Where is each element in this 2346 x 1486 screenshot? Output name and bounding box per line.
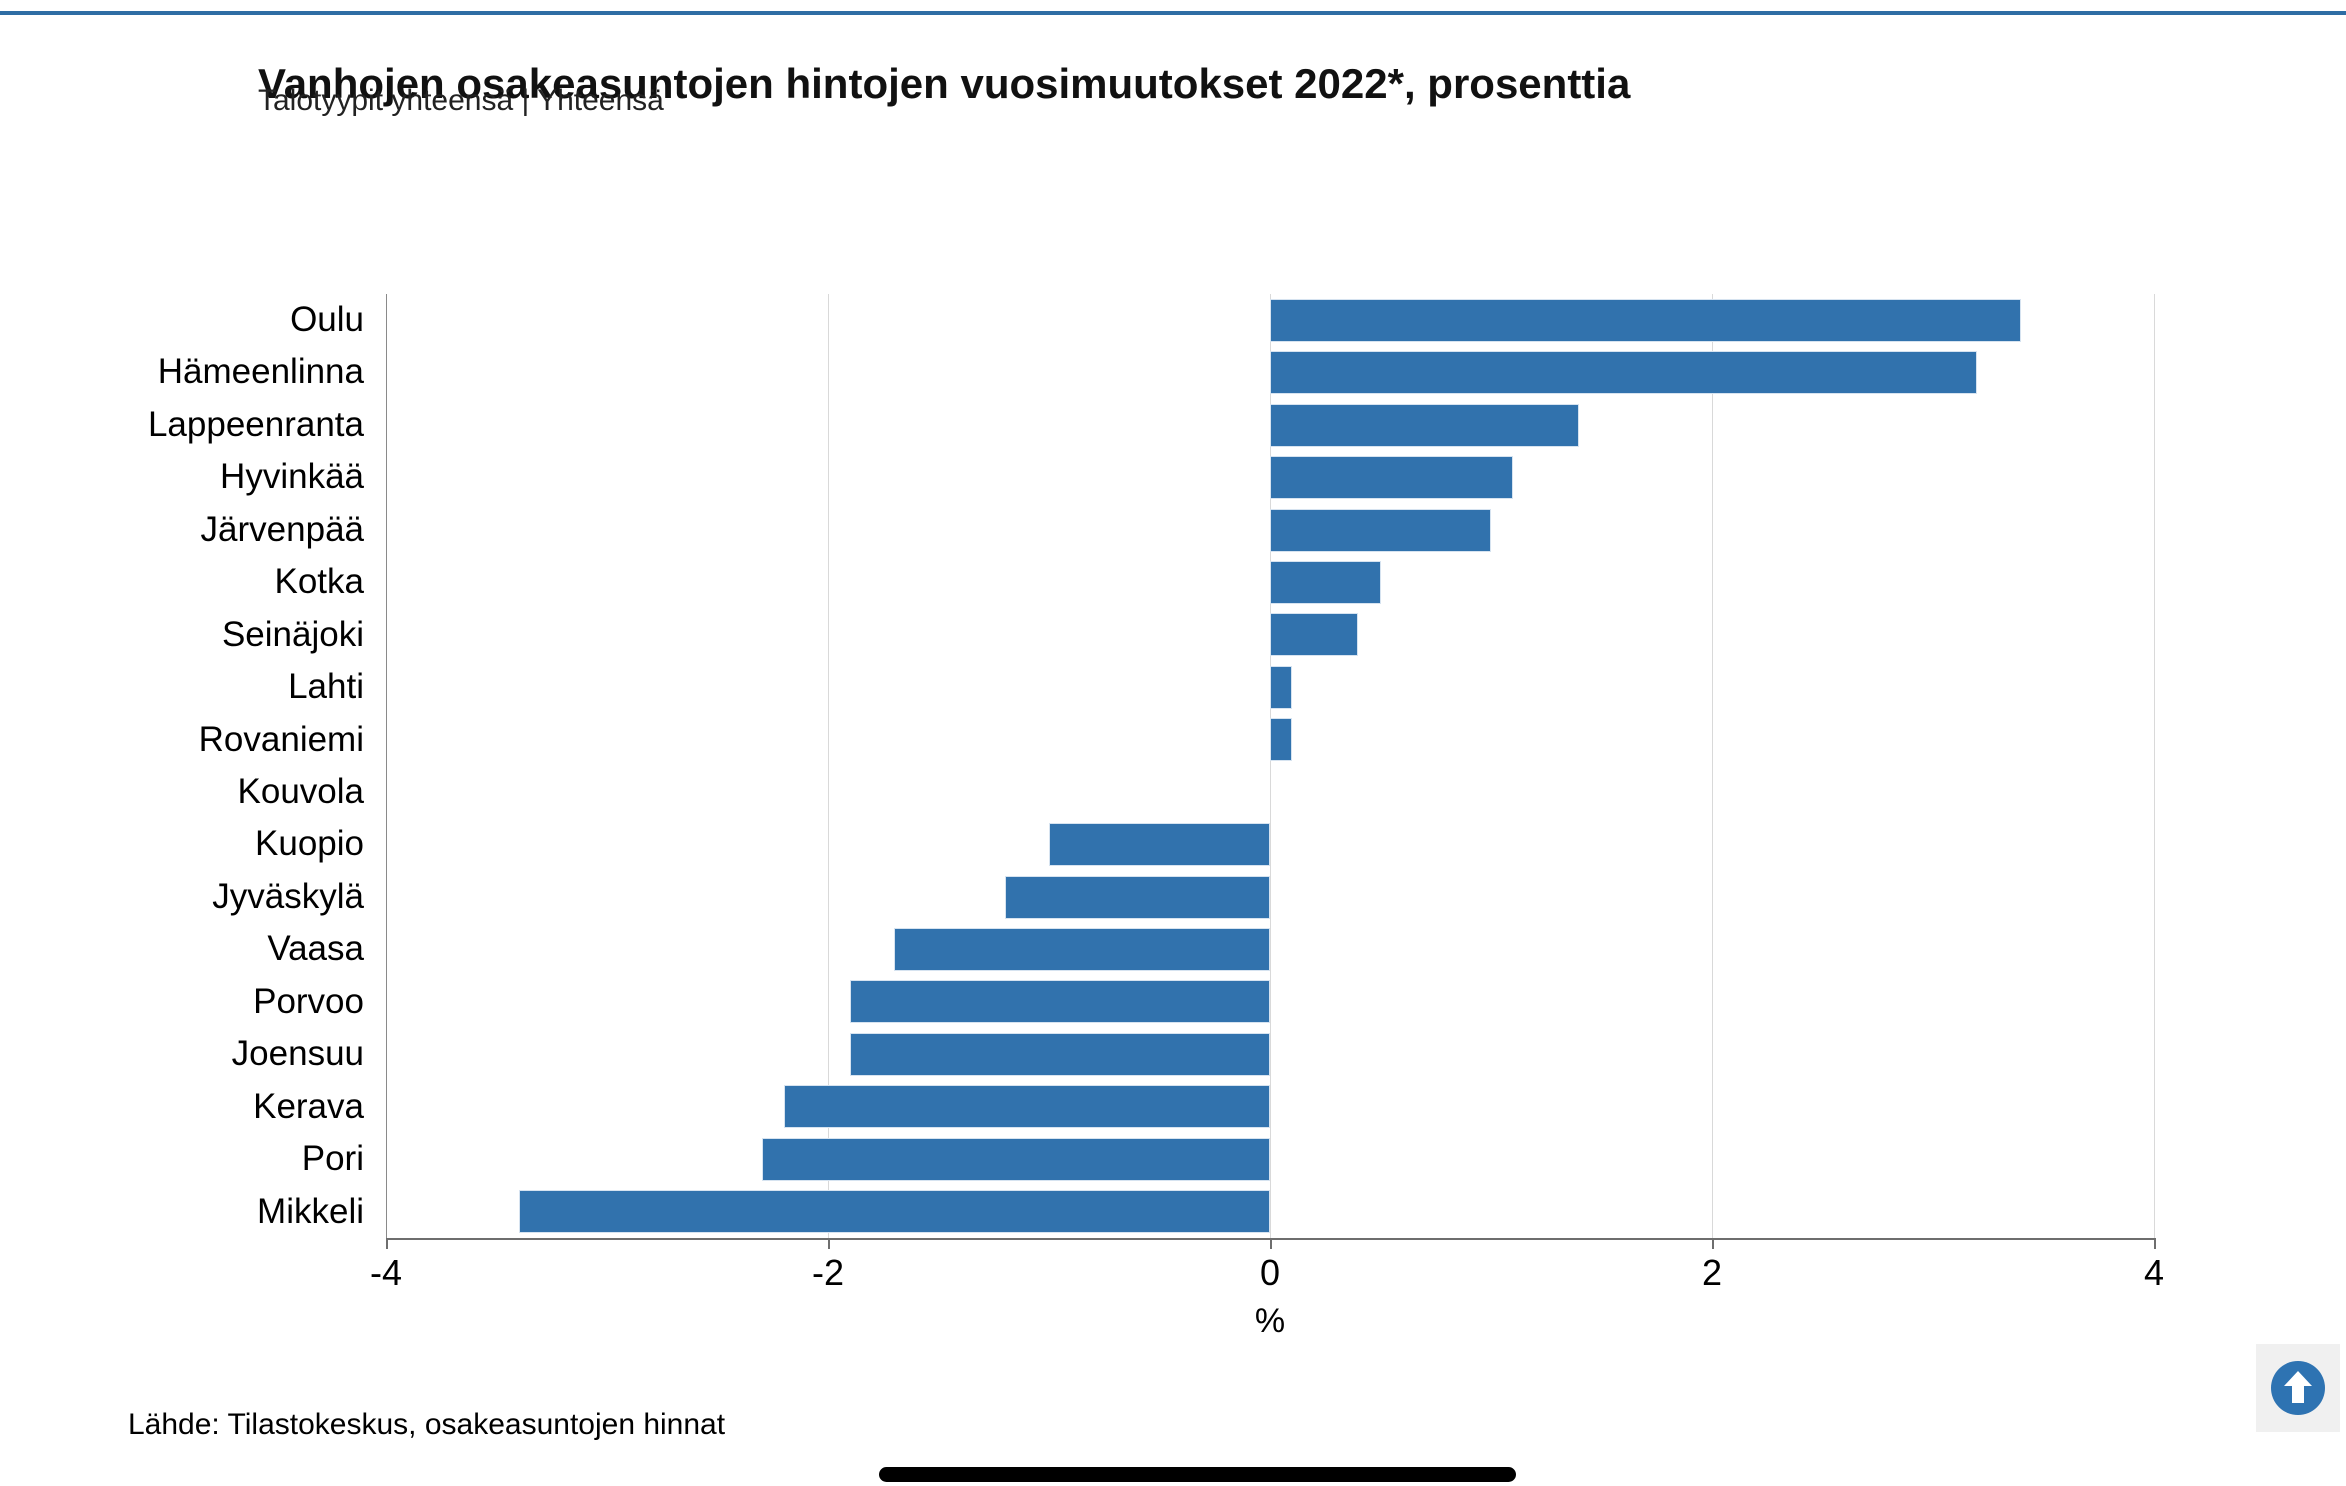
gridline--4 (386, 294, 387, 1238)
category-label-vaasa: Vaasa (267, 929, 364, 968)
bar-kerava[interactable] (784, 1085, 1270, 1128)
category-label-järvenpää: Järvenpää (200, 510, 364, 549)
arrow-up-circle-icon (2269, 1359, 2327, 1417)
x-tick-label: 0 (1259, 1252, 1281, 1293)
x-tick-mark (2154, 1240, 2156, 1249)
bar-kotka[interactable] (1270, 561, 1381, 604)
category-label-kotka: Kotka (274, 562, 365, 601)
gridline-4 (2154, 294, 2155, 1238)
y-axis-category-labels: Oulu Hämeenlinna Lappeenranta Hyvinkää Järve… (0, 294, 364, 1238)
bar-rovaniemi[interactable] (1270, 718, 1292, 761)
bar-vaasa[interactable] (894, 928, 1270, 971)
category-label-mikkeli: Mikkeli (257, 1192, 364, 1231)
category-label-hämeenlinna: Hämeenlinna (157, 352, 364, 391)
x-axis-tick-labels: -4 -2 0 2 4 (370, 1252, 2164, 1302)
category-label-lahti: Lahti (288, 667, 364, 706)
bar-lahti[interactable] (1270, 666, 1292, 709)
x-tick-mark (828, 1240, 830, 1249)
x-tick-mark (386, 1240, 388, 1249)
drag-handle-bar[interactable] (879, 1467, 1516, 1482)
source-caption: Lähde: Tilastokeskus, osakeasuntojen hin… (128, 1408, 726, 1441)
category-label-kouvola: Kouvola (237, 772, 364, 811)
x-tick-label: 4 (2143, 1252, 2165, 1293)
x-tick-mark (1270, 1240, 1272, 1249)
category-label-oulu: Oulu (290, 300, 364, 339)
category-label-jyväskylä: Jyväskylä (212, 877, 364, 916)
x-tick-label: -4 (369, 1252, 403, 1293)
bar-joensuu[interactable] (850, 1033, 1270, 1076)
x-tick-mark (1712, 1240, 1714, 1249)
bar-kuopio[interactable] (1049, 823, 1270, 866)
category-label-hyvinkää: Hyvinkää (220, 457, 364, 496)
category-label-lappeenranta: Lappeenranta (147, 405, 364, 444)
category-label-joensuu: Joensuu (231, 1034, 364, 1073)
chart-title: Vanhojen osakeasuntojen hintojen vuosimu… (258, 60, 1631, 108)
bar-hämeenlinna[interactable] (1270, 351, 1977, 394)
x-axis-line (386, 1238, 2156, 1240)
category-label-kerava: Kerava (253, 1087, 364, 1126)
bar-lappeenranta[interactable] (1270, 404, 1579, 447)
category-label-porvoo: Porvoo (253, 982, 364, 1021)
bar-oulu[interactable] (1270, 299, 2021, 342)
bar-mikkeli[interactable] (519, 1190, 1270, 1233)
gridline-2 (1712, 294, 1713, 1238)
scroll-to-top-button[interactable] (2256, 1344, 2340, 1432)
x-tick-label: 2 (1701, 1252, 1723, 1293)
bar-pori[interactable] (762, 1138, 1270, 1181)
category-label-seinäjoki: Seinäjoki (221, 615, 364, 654)
chart-subtitle: Talotyypit yhteensä | Yhteensä (258, 84, 664, 117)
x-axis-title: % (1254, 1302, 1286, 1340)
bar-seinäjoki[interactable] (1270, 613, 1358, 656)
bar-hyvinkää[interactable] (1270, 456, 1513, 499)
category-label-pori: Pori (301, 1139, 364, 1178)
gridline-0 (1270, 294, 1271, 1238)
gridline--2 (828, 294, 829, 1238)
x-tick-label: -2 (811, 1252, 845, 1293)
bar-järvenpää[interactable] (1270, 509, 1491, 552)
plot-area (386, 294, 2155, 1238)
top-accent-border (0, 11, 2346, 15)
category-label-rovaniemi: Rovaniemi (198, 720, 364, 759)
bar-porvoo[interactable] (850, 980, 1270, 1023)
category-label-kuopio: Kuopio (255, 824, 364, 863)
bar-jyväskylä[interactable] (1005, 876, 1270, 919)
